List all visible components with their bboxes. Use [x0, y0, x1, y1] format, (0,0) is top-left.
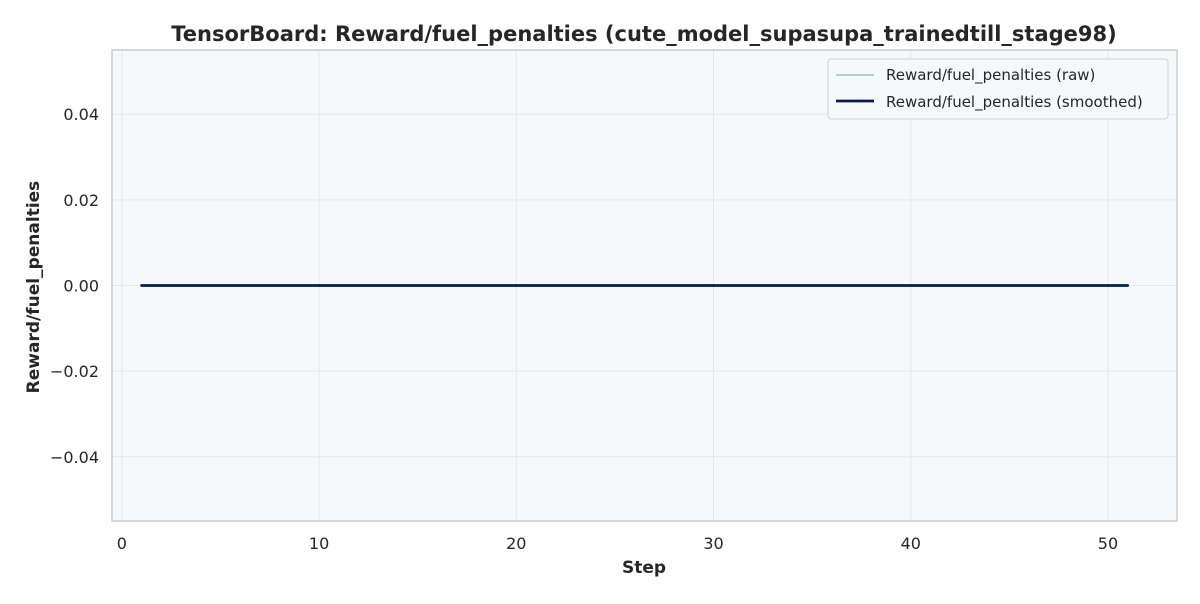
- legend-label-smoothed: Reward/fuel_penalties (smoothed): [886, 93, 1143, 112]
- plot-border: [111, 49, 1178, 522]
- x-axis-label: Step: [622, 558, 666, 578]
- y-axis-label: Reward/fuel_penalties: [24, 181, 44, 394]
- x-tick-label: 0: [117, 534, 127, 553]
- x-tick-label: 20: [506, 534, 526, 553]
- chart-title: TensorBoard: Reward/fuel_penalties (cute…: [171, 22, 1116, 46]
- y-tick-label: 0.00: [63, 277, 99, 296]
- y-tick-label: −0.04: [50, 448, 99, 467]
- x-tick-label: 30: [703, 534, 723, 553]
- x-tick-label: 50: [1098, 534, 1118, 553]
- tick-layer: 0 10 20 30 40 50 −0.04 −0.02 0.00 0.02 0.04: [50, 105, 1118, 553]
- y-tick-label: 0.04: [63, 105, 99, 124]
- legend: Reward/fuel_penalties (raw) Reward/fuel_…: [827, 58, 1169, 120]
- legend-box: [827, 58, 1169, 120]
- y-tick-label: −0.02: [50, 362, 99, 381]
- y-tick-label: 0.02: [63, 191, 99, 210]
- x-tick-label: 10: [309, 534, 329, 553]
- x-tick-label: 40: [901, 534, 921, 553]
- legend-label-raw: Reward/fuel_penalties (raw): [886, 66, 1095, 85]
